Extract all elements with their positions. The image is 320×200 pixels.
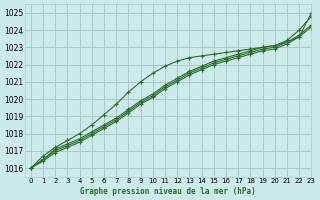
X-axis label: Graphe pression niveau de la mer (hPa): Graphe pression niveau de la mer (hPa) (80, 187, 256, 196)
